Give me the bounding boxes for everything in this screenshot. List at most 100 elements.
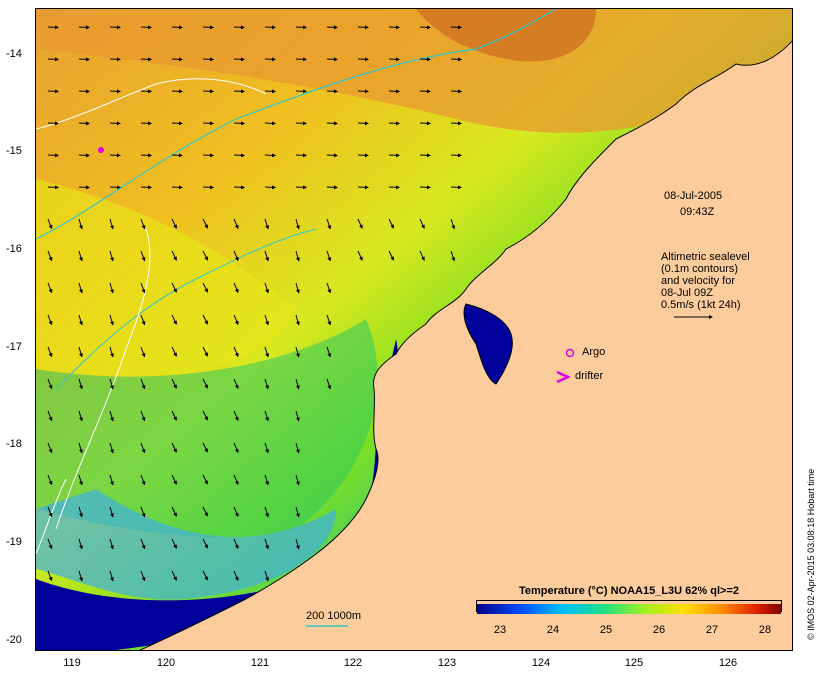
velocity-arrow (202, 538, 208, 549)
velocity-arrow (264, 282, 270, 294)
velocity-arrow (202, 153, 214, 158)
velocity-arrow (78, 346, 83, 358)
velocity-arrow (326, 314, 332, 326)
velocity-arrow (419, 57, 431, 62)
velocity-arrow (78, 185, 90, 190)
velocity-arrow (78, 282, 83, 294)
velocity-arrow (78, 442, 83, 454)
bathymetry-contour-2 (55, 228, 317, 390)
velocity-arrow (140, 570, 146, 582)
bathymetry-contour (36, 9, 557, 240)
velocity-arrow (295, 25, 307, 30)
velocity-arrow (109, 121, 121, 126)
colorbar-tick-label: 28 (758, 624, 772, 636)
sst-map[interactable]: 08-Jul-2005 09:43Z Altimetric sealevel (… (35, 8, 793, 651)
x-tick-label: 120 (156, 657, 176, 669)
velocity-arrow (78, 538, 83, 550)
velocity-arrow (264, 474, 270, 486)
velocity-arrow (109, 57, 121, 62)
velocity-arrow (233, 346, 239, 358)
velocity-arrow (326, 218, 332, 230)
x-tick-label: 124 (531, 657, 551, 669)
y-tick-label: -15 (6, 145, 22, 157)
velocity-arrow (78, 89, 90, 94)
velocity-arrow (171, 474, 177, 485)
velocity-arrow (419, 89, 431, 94)
velocity-arrow (140, 442, 146, 454)
velocity-arrow (264, 378, 270, 390)
velocity-arrow (140, 121, 152, 126)
velocity-arrow (295, 506, 300, 518)
velocity-arrow (388, 250, 394, 261)
velocity-arrow (47, 506, 53, 518)
velocity-arrow (233, 250, 239, 262)
altimetry-line: (0.1m contours) (661, 263, 739, 275)
velocity-arrow (140, 314, 146, 326)
velocity-arrow (419, 250, 425, 262)
velocity-arrow (202, 410, 208, 421)
velocity-arrow (202, 185, 214, 190)
velocity-arrow (78, 506, 83, 518)
date-label: 08-Jul-2005 (664, 190, 723, 202)
velocity-arrow (171, 57, 183, 62)
velocity-arrow (109, 570, 114, 582)
velocity-arrow (233, 89, 245, 94)
velocity-arrow (450, 153, 462, 158)
velocity-arrow (233, 185, 245, 190)
green-band (36, 319, 378, 538)
velocity-arrow (78, 570, 83, 582)
velocity-arrow (109, 442, 114, 454)
velocity-arrow (47, 57, 59, 62)
velocity-arrow (78, 218, 83, 230)
velocity-arrow (264, 25, 276, 30)
velocity-arrow (109, 250, 114, 262)
velocity-arrow (264, 250, 270, 262)
velocity-arrow (202, 89, 214, 94)
colorbar-title: Temperature (°C) NOAA15_L3U 62% ql>=2 (519, 585, 739, 597)
velocity-arrow (357, 57, 369, 62)
velocity-arrow (109, 153, 121, 158)
velocity-arrow (78, 378, 83, 390)
velocity-arrow (47, 25, 59, 30)
velocity-arrow (78, 153, 90, 158)
velocity-arrow (140, 218, 146, 230)
velocity-arrow (295, 346, 300, 358)
velocity-arrow (202, 346, 208, 357)
velocity-arrow (264, 570, 270, 582)
x-tick-label: 122 (343, 657, 363, 669)
velocity-arrow (47, 218, 53, 230)
velocity-arrow (326, 282, 332, 294)
velocity-arrow (388, 218, 394, 229)
velocity-arrow (450, 218, 456, 230)
velocity-arrow (326, 185, 338, 190)
drifter-label: drifter (575, 370, 604, 382)
yellow-band (36, 179, 296, 377)
y-tick-label: -19 (6, 536, 22, 548)
velocity-arrow (47, 570, 53, 582)
time-label: 09:43Z (680, 206, 715, 218)
velocity-arrow (264, 442, 270, 454)
velocity-arrow (140, 153, 152, 158)
velocity-arrow (295, 282, 300, 294)
velocity-arrow (419, 25, 431, 30)
velocity-arrow (171, 378, 177, 389)
velocity-arrow (202, 474, 208, 485)
y-tick-label: -20 (6, 634, 22, 646)
velocity-arrow (140, 538, 146, 550)
velocity-arrow (202, 314, 208, 325)
cold-band (36, 339, 400, 650)
velocity-arrow (264, 314, 270, 326)
velocity-arrow (233, 153, 245, 158)
velocity-arrow (202, 121, 214, 126)
velocity-arrow (171, 250, 177, 261)
velocity-arrow (295, 185, 307, 190)
velocity-arrow (326, 378, 332, 390)
velocity-arrow (202, 250, 208, 261)
velocity-arrow (264, 153, 276, 158)
warm-core (416, 9, 596, 62)
velocity-arrow (388, 185, 400, 190)
velocity-arrow (109, 346, 114, 358)
velocity-arrow (140, 410, 146, 422)
velocity-arrow (140, 346, 146, 358)
velocity-arrow (233, 410, 239, 422)
